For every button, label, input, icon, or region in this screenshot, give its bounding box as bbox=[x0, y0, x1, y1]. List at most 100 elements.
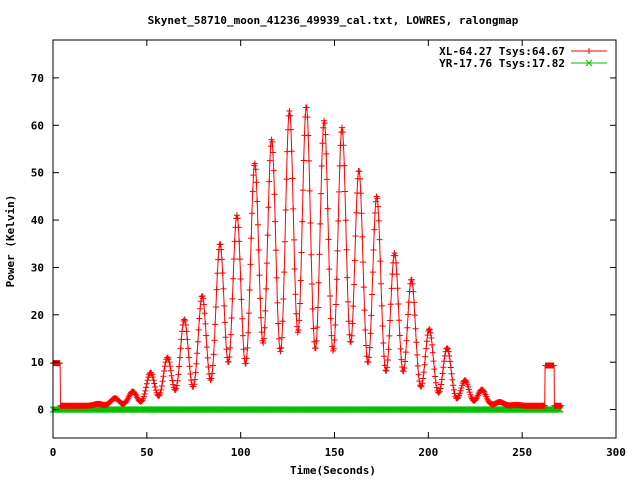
data-point-xl-958 bbox=[409, 280, 416, 287]
data-point-xl-294 bbox=[160, 373, 167, 380]
data-point-xl-642 bbox=[290, 236, 297, 243]
data-point-xl-920 bbox=[395, 301, 402, 308]
data-point-xl-866 bbox=[375, 203, 382, 210]
data-point-xl-678 bbox=[304, 114, 311, 121]
data-point-xl-794 bbox=[348, 338, 355, 345]
data-point-xl-830 bbox=[361, 307, 368, 314]
data-point-xl-864 bbox=[374, 195, 381, 202]
data-point-xl-860 bbox=[372, 198, 379, 205]
data-point-xl-818 bbox=[357, 175, 364, 182]
data-point-xl-648 bbox=[293, 310, 300, 317]
data-point-xl-856 bbox=[371, 226, 378, 233]
data-point-xl-1016 bbox=[431, 366, 438, 373]
data-point-xl-428 bbox=[210, 351, 217, 358]
data-point-xl-704 bbox=[314, 324, 321, 331]
data-point-xl-630 bbox=[286, 107, 293, 114]
data-point-xl-390 bbox=[196, 315, 203, 322]
data-point-xl-826 bbox=[360, 259, 367, 266]
data-point-xl-472 bbox=[227, 344, 234, 351]
data-point-xl-834 bbox=[363, 342, 370, 349]
data-point-xl-406 bbox=[202, 320, 209, 327]
data-point-xl-820 bbox=[357, 190, 364, 197]
data-point-xl-772 bbox=[339, 129, 346, 136]
data-point-xl-992 bbox=[422, 353, 429, 360]
data-point-xl-842 bbox=[366, 354, 373, 361]
data-point-xl-298 bbox=[161, 363, 168, 370]
plot-data bbox=[49, 104, 565, 413]
data-point-xl-832 bbox=[362, 326, 369, 333]
data-point-xl-266 bbox=[149, 374, 156, 381]
y-tick-label-30: 30 bbox=[31, 261, 44, 274]
data-point-xl-1056 bbox=[446, 352, 453, 359]
data-point-xl-692 bbox=[309, 305, 316, 312]
data-point-xl-650 bbox=[293, 323, 300, 330]
data-point-xl-982 bbox=[418, 383, 425, 390]
data-point-xl-942 bbox=[403, 337, 410, 344]
data-point-xl-314 bbox=[167, 367, 174, 374]
data-point-xl-452 bbox=[219, 269, 226, 276]
data-point-xl-666 bbox=[299, 187, 306, 194]
data-point-xl-436 bbox=[213, 286, 220, 293]
data-point-xl-250 bbox=[143, 380, 150, 387]
data-point-xl-420 bbox=[207, 376, 214, 383]
data-point-xl-1066 bbox=[450, 382, 457, 389]
data-point-xl-310 bbox=[166, 359, 173, 366]
data-point-xl-508 bbox=[240, 346, 247, 353]
data-point-xl-986 bbox=[420, 375, 427, 382]
data-point-xl-796 bbox=[348, 332, 355, 339]
data-point-xl-738 bbox=[326, 293, 333, 300]
data-point-xl-514 bbox=[242, 360, 249, 367]
data-point-xl-560 bbox=[260, 339, 267, 346]
data-point-xl-728 bbox=[323, 150, 330, 157]
data-point-xl-330 bbox=[173, 382, 180, 389]
data-point-xl-710 bbox=[316, 251, 323, 258]
data-point-xl-566 bbox=[262, 307, 269, 314]
data-point-xl-606 bbox=[277, 348, 284, 355]
data-point-xl-426 bbox=[209, 362, 216, 369]
data-point-xl-496 bbox=[236, 238, 243, 245]
data-point-xl-408 bbox=[203, 332, 210, 339]
data-point-xl-872 bbox=[377, 258, 384, 265]
data-point-xl-404 bbox=[201, 310, 208, 317]
data-point-xl-1050 bbox=[444, 344, 451, 351]
data-point-xl-778 bbox=[342, 188, 349, 195]
data-point-xl-422 bbox=[208, 375, 215, 382]
data-point-xl-424 bbox=[209, 370, 216, 377]
data-point-xl-342 bbox=[178, 336, 185, 343]
data-point-xl-734 bbox=[325, 236, 332, 243]
data-point-xl-892 bbox=[384, 357, 391, 364]
data-point-xl-1036 bbox=[438, 376, 445, 383]
data-point-xl-858 bbox=[372, 210, 379, 217]
data-point-xl-570 bbox=[263, 260, 270, 267]
data-point-xl-968 bbox=[413, 339, 420, 346]
data-point-xl-776 bbox=[341, 162, 348, 169]
data-point-xl-924 bbox=[396, 332, 403, 339]
data-point-xl-1028 bbox=[435, 389, 442, 396]
data-point-xl-534 bbox=[250, 172, 257, 179]
data-point-xl-686 bbox=[307, 219, 314, 226]
data-point-xl-816 bbox=[356, 168, 363, 175]
data-point-xl-1068 bbox=[450, 386, 457, 393]
data-point-xl-914 bbox=[393, 259, 400, 266]
data-point-xl-580 bbox=[267, 143, 274, 150]
data-point-xl-384 bbox=[194, 350, 201, 357]
data-point-xl-270 bbox=[151, 380, 158, 387]
data-point-xl-824 bbox=[359, 233, 366, 240]
y-tick-label-20: 20 bbox=[31, 309, 44, 322]
data-point-xl-1088 bbox=[458, 385, 465, 392]
legend: XL-64.27 Tsys:64.67 YR-17.76 Tsys:17.82 bbox=[439, 45, 607, 70]
data-point-xl-874 bbox=[378, 280, 385, 287]
legend-marker-yr bbox=[585, 59, 593, 67]
data-point-xl-632 bbox=[287, 112, 294, 119]
data-point-xl-584 bbox=[269, 138, 276, 145]
data-point-xl-940 bbox=[402, 349, 409, 356]
data-point-xl-500 bbox=[237, 276, 244, 283]
data-point-xl-368 bbox=[188, 377, 195, 384]
data-point-xl-352 bbox=[182, 317, 189, 324]
data-point-xl-1006 bbox=[427, 329, 434, 336]
data-point-xl-350 bbox=[181, 316, 188, 323]
series-markers-xl bbox=[50, 104, 565, 409]
data-point-xl-308 bbox=[165, 356, 172, 363]
data-point-xl-970 bbox=[414, 351, 421, 358]
